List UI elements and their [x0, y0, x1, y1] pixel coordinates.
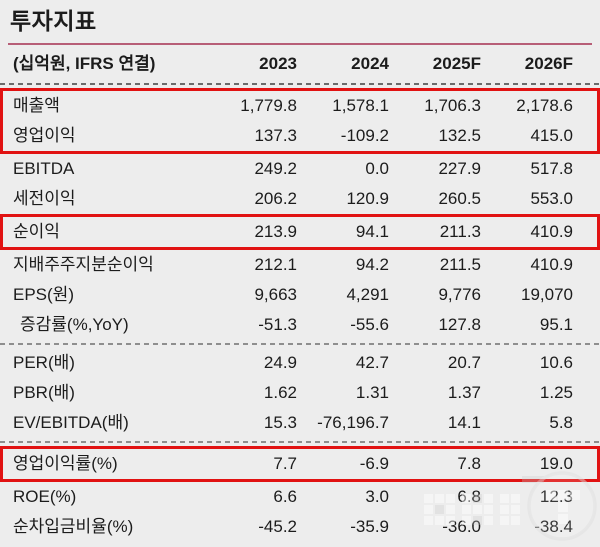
col-header-2026f: 2026F	[524, 54, 573, 73]
row-value: 20.7	[447, 353, 481, 372]
row-value: 6.6	[273, 487, 297, 506]
row-value: 3.0	[365, 487, 389, 506]
row-label: ROE(%)	[13, 487, 77, 506]
row-value: 4,291	[346, 285, 389, 304]
table-row-pbr: PBR(배) 1.62 1.31 1.37 1.25	[0, 378, 600, 408]
row-value: 95.1	[539, 315, 573, 334]
row-label: 증감률(%,YoY)	[20, 315, 129, 334]
row-label: EV/EBITDA(배)	[13, 413, 129, 432]
row-value: 120.9	[346, 189, 389, 208]
row-label: 영업이익	[13, 126, 76, 145]
row-value: 553.0	[530, 189, 573, 208]
row-value: 410.9	[530, 222, 573, 241]
row-value: 5.8	[549, 413, 573, 432]
row-value: 132.5	[438, 126, 481, 145]
row-value: 260.5	[438, 189, 481, 208]
row-label: 순이익	[13, 222, 60, 241]
row-value: -6.9	[359, 454, 389, 473]
row-value: 1.25	[539, 383, 573, 402]
table-row-eps: EPS(원) 9,663 4,291 9,776 19,070	[0, 280, 600, 310]
row-value: -55.6	[350, 315, 389, 334]
table-row-ebitda: EBITDA 249.2 0.0 227.9 517.8	[0, 154, 600, 184]
row-value: 211.3	[439, 222, 481, 241]
row-value: 19.0	[539, 454, 573, 473]
investment-indicators-table: (십억원, IFRS 연결) 2023 2024 2025F 2026F 매출액…	[0, 47, 600, 542]
row-label: 매출액	[13, 96, 60, 115]
table-row-revenue: 매출액 1,779.8 1,578.1 1,706.3 2,178.6	[3, 91, 597, 121]
table-row-operating-profit: 영업이익 137.3 -109.2 132.5 415.0	[3, 121, 597, 151]
row-value: 2,178.6	[516, 96, 573, 115]
table-row-operating-margin: 영업이익률(%) 7.7 -6.9 7.8 19.0	[3, 449, 597, 479]
row-label: EPS(원)	[13, 285, 74, 304]
row-label: EBITDA	[13, 159, 75, 178]
row-label: PER(배)	[13, 353, 75, 372]
table-row-eps-growth: 증감률(%,YoY) -51.3 -55.6 127.8 95.1	[0, 310, 600, 340]
row-value: 9,663	[254, 285, 297, 304]
title-divider	[8, 43, 592, 45]
row-value: 94.2	[355, 255, 389, 274]
dashed-divider	[0, 343, 600, 345]
row-label: 영업이익률(%)	[13, 454, 118, 473]
row-value: 1,578.1	[332, 96, 389, 115]
row-value: 211.5	[439, 255, 481, 274]
table-row-controlling-net-profit: 지배주주지분순이익 212.1 94.2 211.5 410.9	[0, 250, 600, 280]
page-title: 투자지표	[10, 8, 97, 34]
header-row: (십억원, IFRS 연결) 2023 2024 2025F 2026F	[0, 47, 600, 80]
row-value: -36.0	[442, 517, 481, 536]
row-value: 206.2	[254, 189, 297, 208]
row-value: 14.1	[447, 413, 481, 432]
row-value: 12.3	[539, 487, 573, 506]
row-value: 212.1	[254, 255, 297, 274]
unit-label: (십억원, IFRS 연결)	[13, 54, 156, 73]
table-row-per: PER(배) 24.9 42.7 20.7 10.6	[0, 348, 600, 378]
row-value: 24.9	[263, 353, 297, 372]
row-value: 9,776	[438, 285, 481, 304]
row-value: 249.2	[254, 159, 297, 178]
table-row-net-profit: 순이익 213.9 94.1 211.3 410.9	[3, 217, 597, 247]
highlight-box-op-margin: 영업이익률(%) 7.7 -6.9 7.8 19.0	[0, 446, 600, 482]
table-row-pretax-profit: 세전이익 206.2 120.9 260.5 553.0	[0, 184, 600, 214]
row-label: 순차입금비율(%)	[13, 517, 134, 536]
row-value: 19,070	[521, 285, 573, 304]
row-value: -109.2	[340, 126, 389, 145]
row-value: 415.0	[530, 126, 573, 145]
col-header-2025f: 2025F	[432, 54, 481, 73]
row-value: -51.3	[258, 315, 297, 334]
row-value: 7.8	[457, 454, 481, 473]
row-value: 1.62	[263, 383, 297, 402]
row-value: 227.9	[438, 159, 481, 178]
row-value: 1.37	[447, 383, 481, 402]
row-label: 지배주주지분순이익	[13, 255, 154, 274]
dashed-divider	[0, 441, 600, 443]
highlight-box-revenue-op: 매출액 1,779.8 1,578.1 1,706.3 2,178.6 영업이익…	[0, 88, 600, 154]
row-label: 세전이익	[13, 189, 76, 208]
row-value: 410.9	[530, 255, 573, 274]
table-row-net-debt-ratio: 순차입금비율(%) -45.2 -35.9 -36.0 -38.4	[0, 512, 600, 542]
row-value: 0.0	[365, 159, 389, 178]
table-row-roe: ROE(%) 6.6 3.0 6.8 12.3	[0, 482, 600, 512]
col-header-2024: 2024	[351, 54, 389, 73]
col-header-2023: 2023	[259, 54, 297, 73]
row-value: 127.8	[438, 315, 481, 334]
row-value: -38.4	[534, 517, 573, 536]
row-value: 213.9	[254, 222, 297, 241]
row-value: 1,706.3	[424, 96, 481, 115]
row-value: 7.7	[273, 454, 297, 473]
dashed-divider	[0, 83, 600, 85]
row-value: -45.2	[258, 517, 297, 536]
row-label: PBR(배)	[13, 383, 75, 402]
row-value: 10.6	[539, 353, 573, 372]
row-value: 42.7	[355, 353, 389, 372]
highlight-box-net-profit: 순이익 213.9 94.1 211.3 410.9	[0, 214, 600, 250]
table-row-ev-ebitda: EV/EBITDA(배) 15.3 -76,196.7 14.1 5.8	[0, 408, 600, 438]
row-value: -76,196.7	[317, 413, 389, 432]
row-value: -35.9	[350, 517, 389, 536]
row-value: 137.3	[254, 126, 297, 145]
row-value: 94.1	[355, 222, 389, 241]
row-value: 6.8	[457, 487, 481, 506]
row-value: 1,779.8	[240, 96, 297, 115]
row-value: 15.3	[263, 413, 297, 432]
row-value: 1.31	[355, 383, 389, 402]
row-value: 517.8	[530, 159, 573, 178]
